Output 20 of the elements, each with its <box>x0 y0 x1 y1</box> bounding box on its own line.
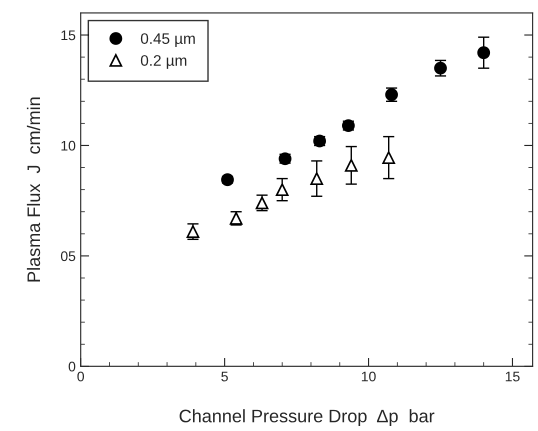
point <box>382 151 396 164</box>
point <box>221 173 234 186</box>
x-axis-title: Channel Pressure Drop Δp bar <box>180 409 434 426</box>
x-tick-label: 5 <box>221 372 228 382</box>
point <box>310 172 324 185</box>
x-tick-label: 10 <box>362 372 376 382</box>
y-tick-label: 05 <box>60 251 76 262</box>
point <box>344 158 358 172</box>
point <box>256 196 268 210</box>
x-tick-label: 0 <box>77 372 84 382</box>
y-axis-title: Plasma Flux J cm/min <box>26 98 40 282</box>
y-tick-label: 15 <box>61 30 76 40</box>
legend-label: 0.45 µm <box>140 33 195 48</box>
point <box>276 183 289 196</box>
y-tick-label: 0 <box>68 362 76 372</box>
x-tick-label: 15 <box>506 372 520 382</box>
point <box>477 46 490 60</box>
point <box>186 225 200 238</box>
y-tick-label: 10 <box>61 140 76 151</box>
legend-label: 0.2 µm <box>140 55 186 69</box>
